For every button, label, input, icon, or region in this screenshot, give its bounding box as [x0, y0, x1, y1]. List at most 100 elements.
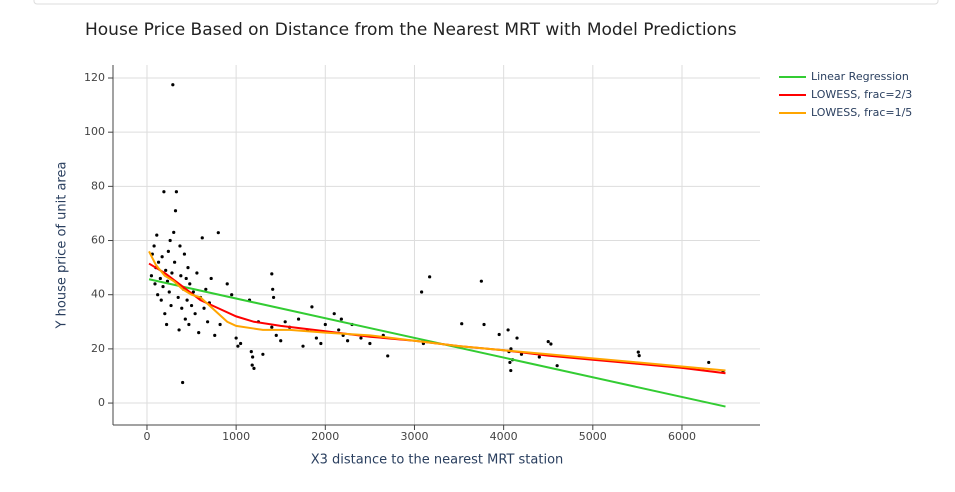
- scatter-point: [184, 276, 188, 281]
- scatter-point: [216, 231, 220, 235]
- scatter-point: [195, 271, 199, 275]
- y-tick-label: 0: [98, 396, 105, 409]
- scatter-point: [218, 322, 222, 327]
- chart-title: House Price Based on Distance from the N…: [85, 20, 737, 40]
- scatter-point: [271, 287, 275, 291]
- scatter-point: [546, 339, 550, 344]
- x-tick-label: 4000: [490, 430, 518, 443]
- scatter-point: [515, 336, 519, 340]
- scatter-point: [156, 260, 161, 264]
- x-tick-label: 3000: [400, 430, 428, 443]
- scatter-point: [166, 249, 170, 253]
- y-tick-label: 80: [91, 179, 105, 192]
- scatter-point: [386, 354, 390, 358]
- scatter-point: [173, 260, 177, 264]
- scatter-point: [159, 298, 163, 302]
- scatter-point: [283, 320, 287, 324]
- scatter-point: [323, 322, 327, 327]
- scatter-point: [153, 282, 157, 286]
- scatter-point: [171, 83, 175, 87]
- scatter-point: [167, 290, 171, 294]
- line: [148, 250, 726, 372]
- scatter-point: [170, 271, 174, 275]
- scatter-point: [169, 303, 173, 308]
- scatter-point: [163, 312, 167, 316]
- scatter-point: [162, 190, 166, 194]
- scatter-point: [183, 317, 187, 321]
- legend-label: LOWESS, frac=2/3: [811, 88, 912, 101]
- scatter-point: [206, 320, 210, 324]
- scatter-point: [185, 298, 189, 302]
- scatter-point: [149, 274, 154, 278]
- scatter-point: [251, 355, 255, 359]
- scatter-point: [314, 336, 318, 340]
- scatter-point: [301, 344, 305, 348]
- container-edge: [33, 0, 939, 5]
- scatter-point: [637, 354, 641, 358]
- scatter-point: [310, 305, 314, 309]
- x-axis-title: X3 distance to the nearest MRT station: [311, 453, 564, 468]
- scatter-point: [319, 341, 323, 346]
- scatter-point: [187, 322, 191, 327]
- scatter-point: [176, 295, 180, 300]
- scatter-point: [549, 342, 553, 346]
- scatter-point: [482, 322, 486, 327]
- scatter-point: [181, 380, 185, 385]
- scatter-point: [460, 322, 464, 326]
- scatter-point: [332, 312, 336, 316]
- scatter-point: [164, 268, 168, 272]
- scatter-point: [174, 190, 178, 194]
- scatter-point: [420, 290, 424, 294]
- scatter-point: [172, 230, 176, 235]
- scatter-point: [209, 276, 213, 281]
- scatter-point: [428, 275, 432, 279]
- x-tick-label: 6000: [668, 430, 696, 443]
- scatter-point: [197, 331, 201, 335]
- y-tick-label: 20: [91, 342, 105, 355]
- scatter-point: [368, 341, 372, 346]
- scatter-point: [213, 333, 217, 337]
- scatter-point: [191, 290, 195, 294]
- scatter-point: [160, 255, 164, 259]
- legend: Linear Regression LOWESS, frac=2/3 LOWESS,…: [779, 70, 912, 119]
- scatter-point: [509, 347, 513, 351]
- legend-label: Linear Regression: [811, 70, 909, 83]
- scatter-point: [158, 276, 162, 281]
- scatter-point: [177, 328, 181, 332]
- scatter-point: [188, 282, 192, 286]
- scatter-point: [236, 344, 240, 348]
- scatter-point: [164, 322, 169, 327]
- scatter-point: [165, 279, 170, 283]
- scatter-point: [200, 236, 204, 240]
- y-axis-title: Y house price of unit area: [55, 162, 70, 330]
- scatter-point: [193, 312, 197, 316]
- scatter-point: [479, 279, 483, 283]
- scatter-point: [271, 295, 276, 300]
- scatter-point: [359, 336, 363, 340]
- scatter-point: [178, 244, 182, 248]
- y-tick-label: 100: [84, 125, 105, 138]
- scatter-point: [182, 252, 187, 256]
- scatter-point: [296, 317, 301, 321]
- scatter-point: [508, 360, 512, 365]
- scatter-point: [707, 360, 711, 365]
- scatter-point: [249, 349, 253, 354]
- scatter-point: [497, 332, 501, 337]
- scatter-point: [274, 333, 278, 337]
- scatter-point: [506, 328, 510, 332]
- x-tick-label: 0: [143, 430, 150, 443]
- y-tick-label: 60: [91, 234, 105, 247]
- scatter-point: [250, 363, 254, 367]
- scatter-point: [636, 350, 640, 354]
- x-tick-label: 1000: [222, 430, 250, 443]
- scatter-point: [345, 339, 350, 343]
- scatter-point: [225, 282, 229, 286]
- x-tick-label: 2000: [311, 430, 339, 443]
- scatter-point: [204, 287, 208, 291]
- scatter-point: [339, 317, 343, 321]
- scatter-point: [152, 244, 156, 248]
- scatter-point: [161, 284, 165, 289]
- x-tick-label: 5000: [579, 430, 607, 443]
- scatter-point: [252, 366, 256, 370]
